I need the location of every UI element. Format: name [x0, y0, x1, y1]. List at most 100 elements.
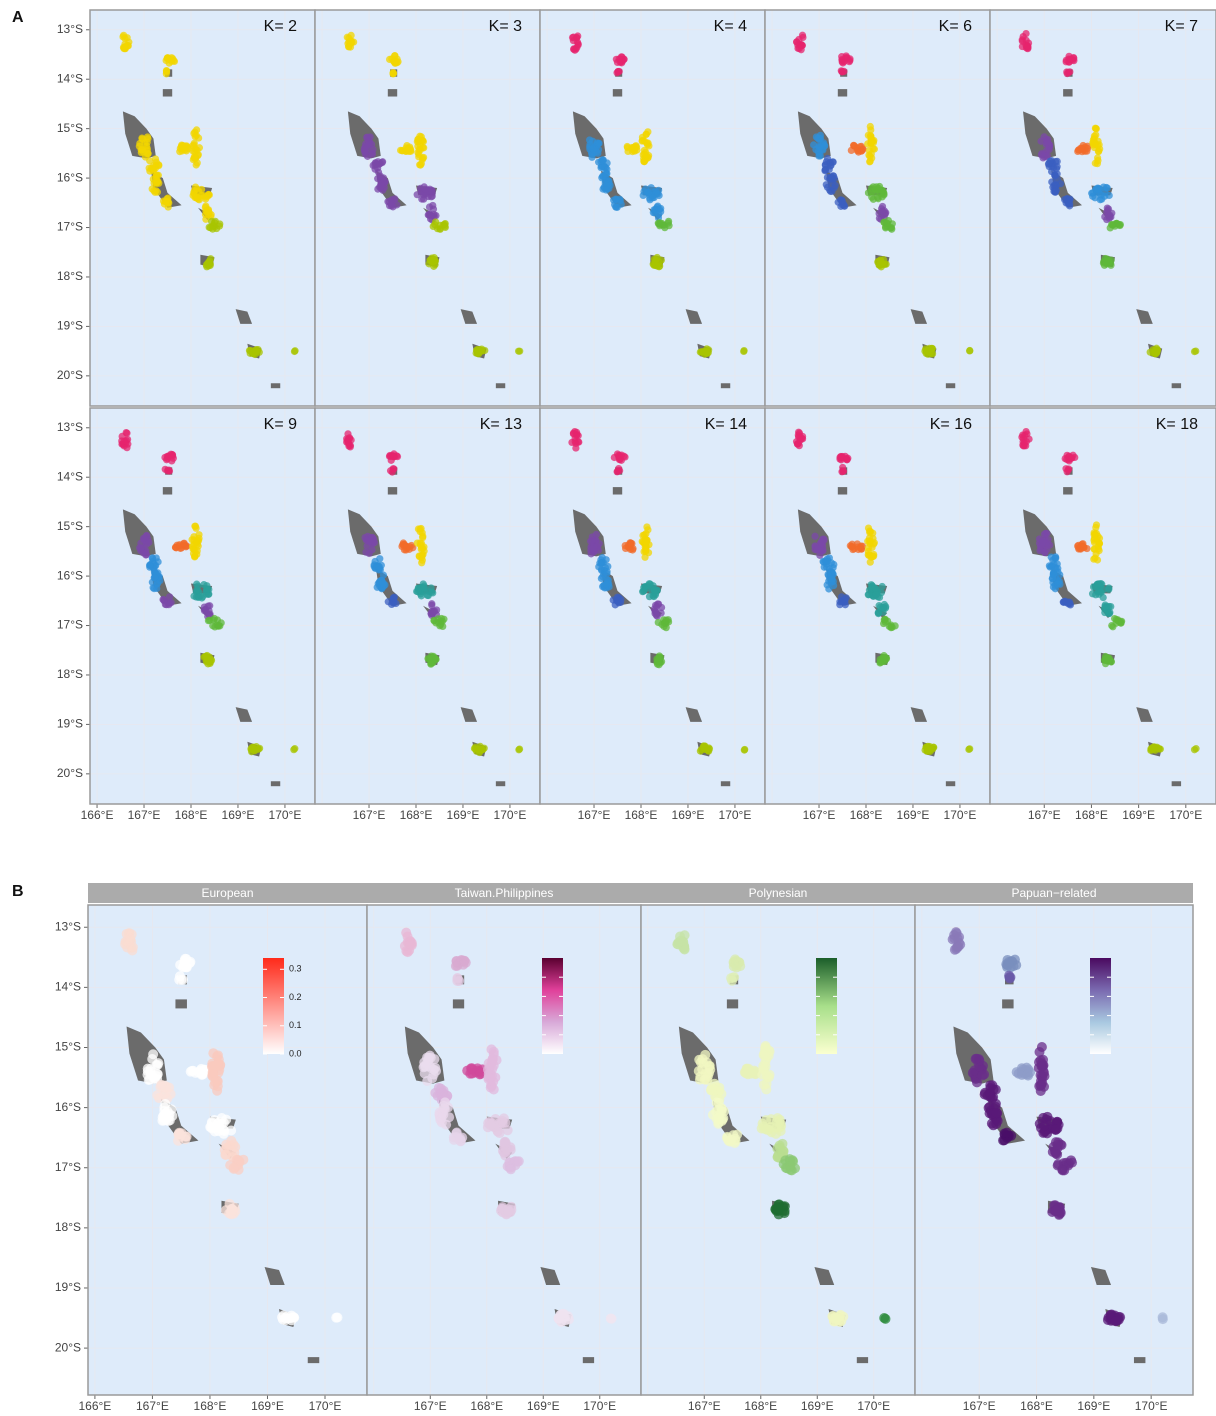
sample-point — [1107, 221, 1116, 229]
x-tick-label: 168°E — [175, 808, 208, 822]
panel-title: K= 13 — [480, 416, 522, 433]
sample-point — [343, 33, 351, 41]
sample-point — [1024, 42, 1032, 50]
sample-point — [208, 1069, 219, 1080]
sample-point — [821, 557, 829, 565]
map-background — [765, 10, 990, 406]
sample-point — [1105, 258, 1113, 266]
sample-point — [829, 158, 837, 166]
panel-border — [989, 9, 1216, 407]
sample-point — [1149, 743, 1158, 751]
sample-point — [414, 525, 423, 533]
sample-point — [415, 552, 424, 561]
sample-point — [153, 188, 162, 196]
sample-point — [876, 659, 884, 667]
sample-point — [331, 1312, 342, 1323]
sample-point — [148, 1049, 159, 1060]
sample-point — [121, 928, 132, 939]
panel-title: K= 3 — [489, 18, 522, 35]
sample-point — [760, 1057, 771, 1068]
sample-point — [638, 137, 646, 145]
island — [452, 999, 465, 1009]
sample-point — [466, 1063, 477, 1074]
x-tick-label: 168°E — [625, 808, 658, 822]
sample-point — [500, 1138, 511, 1149]
x-tick-label: 170°E — [494, 808, 527, 822]
facet-title: Papuan−related — [1011, 886, 1096, 900]
sample-point — [177, 962, 188, 973]
sample-point — [785, 1161, 796, 1172]
sample-point — [366, 537, 374, 545]
island — [162, 89, 173, 97]
island — [162, 487, 173, 495]
x-tick-label: 167°E — [353, 808, 386, 822]
sample-point — [643, 523, 651, 531]
sample-point — [193, 540, 201, 548]
sample-point — [1004, 956, 1015, 967]
facet-title: Polynesian — [749, 886, 808, 900]
sample-point — [815, 152, 823, 160]
sample-point — [867, 126, 875, 134]
sample-point — [819, 547, 827, 555]
panel-title: K= 16 — [930, 416, 972, 433]
sample-point — [740, 347, 748, 356]
sample-point — [557, 1308, 568, 1319]
sample-point — [1052, 165, 1061, 173]
island — [856, 1357, 869, 1364]
sample-point — [226, 1204, 237, 1215]
sample-point — [813, 545, 822, 553]
sample-point — [1105, 584, 1113, 592]
sample-point — [1050, 1205, 1061, 1216]
sample-point — [200, 581, 208, 589]
sample-point — [811, 532, 819, 540]
island — [235, 707, 253, 722]
sample-point — [152, 1090, 163, 1101]
island — [495, 383, 506, 389]
sample-point — [420, 195, 428, 203]
island — [495, 781, 506, 787]
sample-point — [1064, 466, 1072, 474]
x-tick-label: 169°E — [222, 808, 255, 822]
sample-point — [210, 219, 219, 227]
sample-point — [866, 558, 874, 566]
sample-point — [153, 171, 161, 180]
sample-point — [603, 570, 611, 578]
sample-point — [488, 1060, 499, 1071]
sample-point — [389, 70, 397, 78]
legend-tick-label: 0.0 — [289, 1048, 302, 1058]
sample-point — [152, 554, 160, 562]
sample-point — [759, 1047, 770, 1058]
sample-point — [127, 942, 138, 953]
facet-title: European — [201, 886, 253, 900]
sample-point — [441, 219, 449, 228]
sample-point — [419, 544, 427, 552]
sample-point — [153, 584, 161, 593]
sample-point — [1043, 529, 1051, 538]
sample-point — [453, 1134, 464, 1145]
island — [387, 89, 398, 97]
sample-point — [191, 553, 199, 561]
sample-point — [1038, 1067, 1049, 1078]
sample-point — [413, 138, 421, 146]
sample-point — [159, 1113, 170, 1124]
sample-point — [652, 587, 660, 595]
y-tick-label: 14°S — [55, 980, 81, 994]
sample-point — [865, 151, 873, 159]
sample-point — [954, 931, 965, 942]
sample-point — [1091, 545, 1099, 553]
island — [460, 309, 478, 324]
sample-point — [500, 1117, 511, 1128]
sample-point — [188, 1065, 199, 1076]
sample-point — [654, 190, 662, 198]
sample-point — [596, 559, 604, 567]
sample-point — [420, 144, 428, 152]
sample-point — [1022, 1069, 1033, 1080]
sample-point — [965, 745, 973, 753]
island — [264, 1266, 285, 1285]
sample-point — [613, 595, 622, 603]
sample-point — [602, 580, 610, 588]
sample-point — [368, 149, 376, 157]
island — [814, 1266, 835, 1285]
x-tick-label: 167°E — [963, 1399, 996, 1413]
